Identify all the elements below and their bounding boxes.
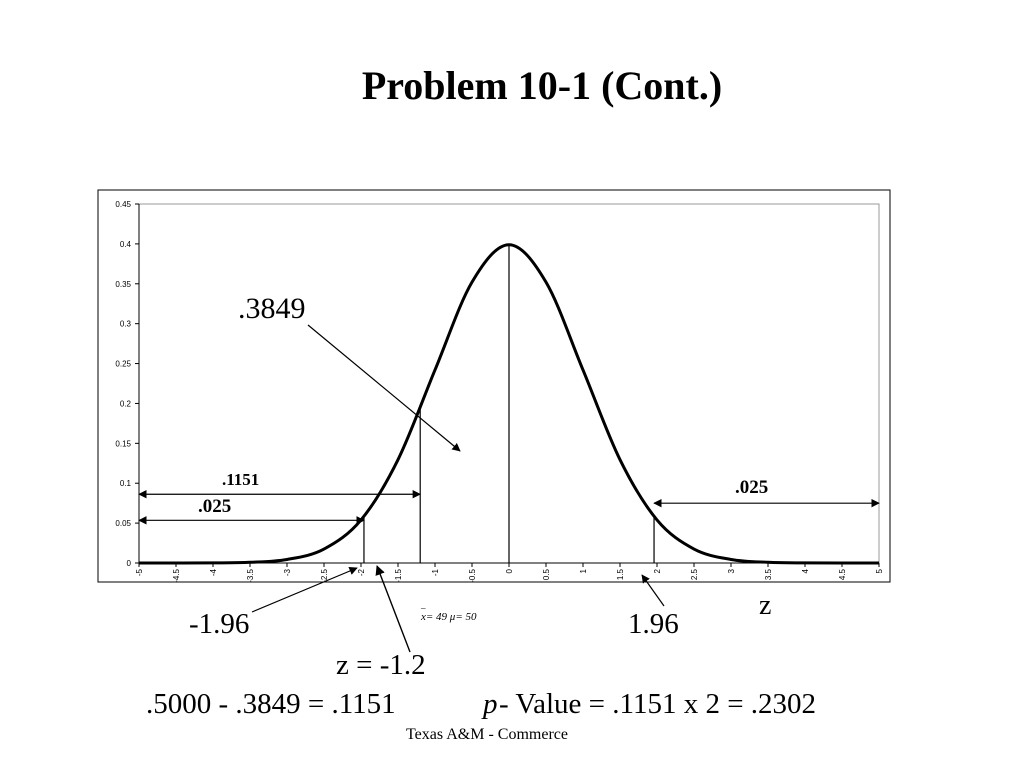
slide-footer: Texas A&M - Commerce bbox=[406, 726, 568, 743]
z-axis-label: z bbox=[759, 590, 772, 621]
calc-left: .5000 - .3849 = .1151 bbox=[146, 688, 396, 720]
x-tick-label: 5 bbox=[875, 568, 884, 573]
neg-critical-arrow bbox=[251, 567, 358, 613]
y-tick-label: 0.05 bbox=[115, 519, 131, 528]
x-tick-label: -4.5 bbox=[172, 568, 181, 582]
area-pointer-arrow bbox=[307, 324, 461, 452]
neg-critical-label: -1.96 bbox=[189, 608, 250, 640]
x-tick-label: 0.5 bbox=[542, 568, 551, 580]
chart-frame bbox=[97, 189, 891, 583]
y-tick-label: 0 bbox=[127, 559, 132, 568]
calc-right: - Value = .1151 x 2 = .2302 bbox=[499, 688, 817, 720]
x-tick-label: 3 bbox=[727, 568, 736, 573]
y-tick-label: 0.1 bbox=[120, 479, 132, 488]
y-tick-label: 0.3 bbox=[120, 320, 132, 329]
x-tick-label: 1.5 bbox=[616, 568, 625, 580]
y-tick-label: 0.2 bbox=[120, 399, 132, 408]
x-tick-label: -1 bbox=[431, 568, 440, 576]
x-tick-label: 2 bbox=[653, 568, 662, 573]
x-tick-label: -3.5 bbox=[246, 568, 255, 582]
pos-critical-arrow bbox=[641, 574, 665, 607]
xbar-mu-label: x= 49 μ= 50 bbox=[421, 611, 477, 623]
z-value-arrow bbox=[375, 565, 411, 653]
x-tick-label: 0 bbox=[505, 568, 514, 573]
x-tick-label: 2.5 bbox=[690, 568, 699, 580]
left-alpha-label: .025 bbox=[198, 496, 232, 517]
y-tick-label: 0.4 bbox=[120, 240, 132, 249]
x-tick-label: 4 bbox=[801, 568, 810, 573]
left-tail-area-label: .1151 bbox=[222, 470, 260, 489]
x-tick-label: 4.5 bbox=[838, 568, 847, 580]
slide-title: Problem 10-1 (Cont.) bbox=[361, 63, 723, 108]
x-tick-label: -2.5 bbox=[320, 568, 329, 582]
x-tick-label: 1 bbox=[579, 568, 588, 573]
y-tick-label: 0.15 bbox=[115, 439, 131, 448]
x-tick-label: -0.5 bbox=[468, 568, 477, 582]
right-alpha-label: .025 bbox=[735, 477, 769, 498]
y-tick-label: 0.25 bbox=[115, 360, 131, 369]
x-tick-label: -5 bbox=[135, 568, 144, 576]
y-tick-label: 0.35 bbox=[115, 280, 131, 289]
x-tick-label: 3.5 bbox=[764, 568, 773, 580]
y-tick-label: 0.45 bbox=[115, 200, 131, 209]
x-tick-label: -3 bbox=[283, 568, 292, 576]
x-tick-label: -4 bbox=[209, 568, 218, 576]
xbar-overline: _ bbox=[421, 600, 426, 610]
calc-p-italic: p bbox=[483, 688, 498, 720]
pos-critical-label: 1.96 bbox=[628, 608, 679, 640]
x-tick-label: -2 bbox=[357, 568, 366, 576]
x-tick-label: -1.5 bbox=[394, 568, 403, 582]
z-value-label: z = -1.2 bbox=[336, 649, 426, 681]
area-center-label: .3849 bbox=[238, 292, 306, 325]
